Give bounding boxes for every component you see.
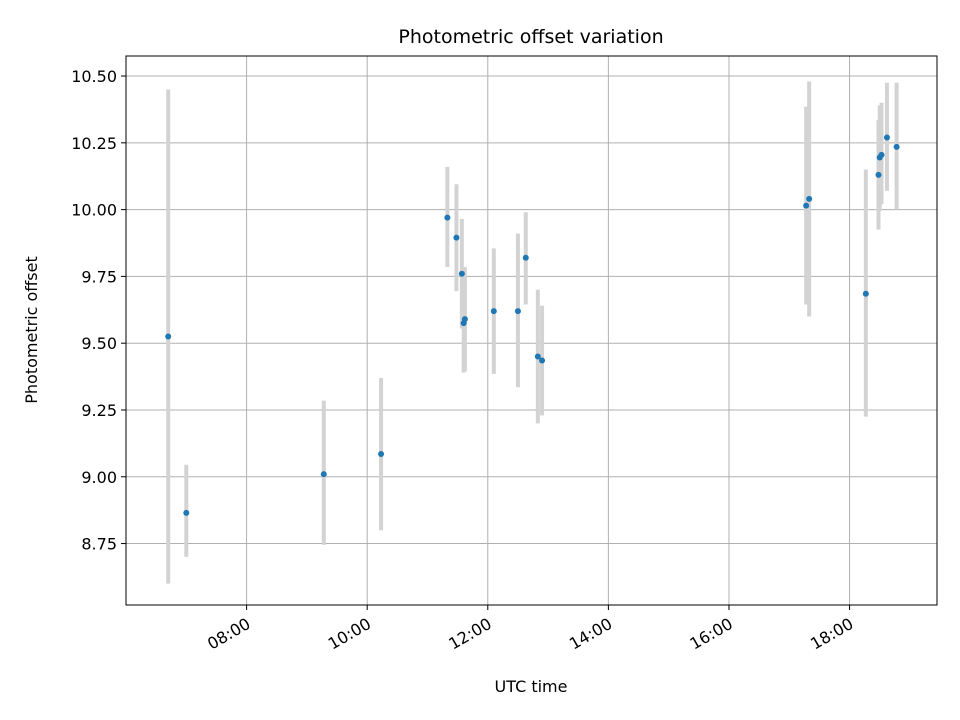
data-point xyxy=(514,308,521,315)
y-tick-label: 8.75 xyxy=(81,535,117,554)
data-point xyxy=(183,509,190,516)
data-point xyxy=(893,143,900,150)
x-axis-label: UTC time xyxy=(495,677,568,696)
y-tick-label: 9.25 xyxy=(81,401,117,420)
data-point xyxy=(522,254,529,261)
grid xyxy=(126,56,937,605)
data-point xyxy=(444,214,451,221)
data-point xyxy=(875,171,882,178)
data-point xyxy=(534,353,541,360)
y-axis-label: Photometric offset xyxy=(22,256,41,404)
data-point xyxy=(461,316,468,323)
data-point xyxy=(883,134,890,141)
data-point xyxy=(378,451,385,458)
data-point xyxy=(878,151,885,158)
data-point xyxy=(320,471,327,478)
data-point xyxy=(862,290,869,297)
plot-frame xyxy=(125,55,938,606)
chart-title: Photometric offset variation xyxy=(398,26,663,48)
y-tick-label: 10.25 xyxy=(71,134,117,153)
y-axis-ticks: 8.75 9.00 9.25 9.50 9.75 10.00 10.25 10.50 xyxy=(71,67,126,554)
y-tick-label: 9.75 xyxy=(81,267,117,286)
y-tick-label: 10.50 xyxy=(71,67,117,86)
data-point xyxy=(806,195,813,202)
data-point xyxy=(803,202,810,209)
data-point xyxy=(165,333,172,340)
y-tick-label: 9.50 xyxy=(81,334,117,353)
data-point xyxy=(458,270,465,277)
data-point xyxy=(539,357,546,364)
data-point xyxy=(490,308,497,315)
data-points xyxy=(165,134,900,516)
y-tick-label: 9.00 xyxy=(81,468,117,487)
data-point xyxy=(453,234,460,241)
y-tick-label: 10.00 xyxy=(71,201,117,220)
